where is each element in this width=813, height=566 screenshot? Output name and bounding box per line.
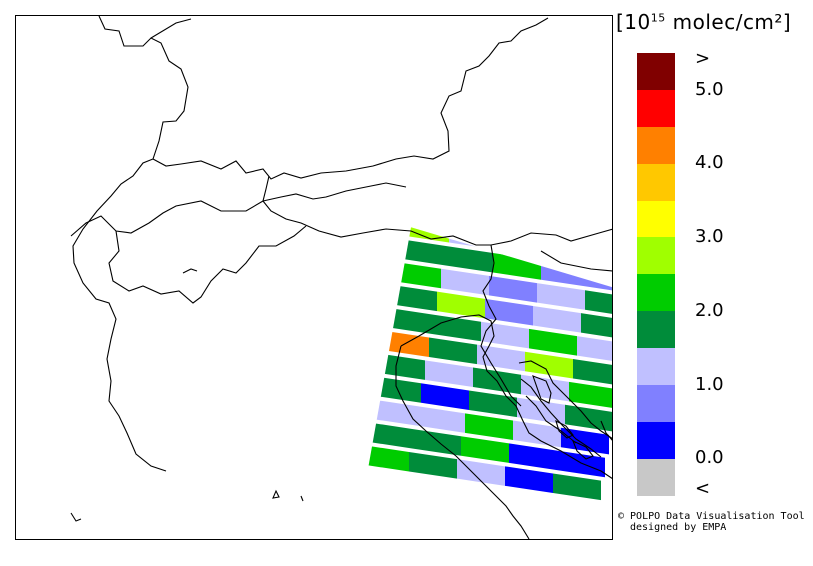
map-canvas	[70, 16, 612, 539]
swath-pixel	[585, 290, 612, 317]
swath-pixel	[569, 381, 612, 409]
swath-pixel	[453, 219, 501, 227]
swath-pixel	[397, 238, 445, 266]
legend-swatch	[637, 53, 675, 90]
swath-pixel	[405, 219, 453, 220]
swath-pixel	[457, 459, 505, 486]
swath-pixel	[393, 261, 441, 289]
legend-swatch	[637, 385, 675, 422]
swath-pixel	[449, 222, 497, 250]
swath-pixel	[593, 244, 612, 272]
swath-pixel	[505, 184, 553, 211]
swath-pixel	[525, 351, 573, 379]
swath-pixel	[469, 390, 517, 418]
swath-pixel	[597, 221, 612, 249]
swath-pixel	[481, 321, 529, 349]
swath-pixel	[501, 219, 549, 234]
swath-pixel	[421, 383, 469, 410]
swath-pixel	[425, 360, 473, 388]
swath-pixel	[377, 353, 425, 380]
swath-pixel	[461, 436, 509, 463]
legend-title-unit: molec/cm²]	[665, 10, 792, 34]
map-panel[interactable]	[15, 15, 613, 540]
swath-pixel	[545, 237, 593, 264]
legend-swatch	[637, 311, 675, 349]
credit-line-2: designed by EMPA	[630, 522, 727, 533]
swath-pixel	[533, 306, 581, 333]
swath-pixel	[577, 336, 612, 363]
swath-pixel	[417, 406, 465, 433]
legend-label: 2.0	[695, 300, 724, 321]
legend-title-prefix: [10	[616, 10, 651, 34]
swath-pixel	[385, 307, 433, 335]
legend-swatch	[637, 163, 675, 201]
swath-pixel	[413, 429, 461, 456]
country-borders	[70, 16, 612, 472]
legend-swatch	[637, 348, 675, 386]
swath-pixel	[485, 298, 533, 326]
swath-pixel	[505, 466, 553, 493]
swath-pixel	[521, 374, 569, 402]
swath-pixel	[509, 443, 557, 471]
swath-pixel	[553, 473, 601, 501]
legend-title-exponent: 15	[650, 11, 666, 25]
swath-pixel	[517, 397, 565, 425]
legend-swatch	[637, 89, 675, 127]
swath-pixel	[601, 219, 612, 226]
swath-pixel	[477, 344, 525, 372]
legend-swatch	[637, 237, 675, 275]
legend-swatch	[637, 274, 675, 312]
swath-pixel	[565, 404, 612, 432]
legend-swatch	[637, 200, 675, 238]
legend-label: 4.0	[695, 152, 724, 173]
swath-pixel	[445, 245, 493, 273]
swath-pixel	[437, 291, 485, 319]
swath-pixel	[513, 420, 561, 448]
satellite-swath	[361, 170, 612, 501]
swath-pixel	[573, 358, 612, 386]
credit-line-1: © POLPO Data Visualisation Tool	[618, 511, 805, 522]
swath-pixel	[589, 267, 612, 295]
coastlines	[70, 314, 612, 539]
legend-label: 3.0	[695, 226, 724, 247]
legend-label: >	[695, 48, 711, 69]
swath-pixel	[465, 413, 513, 441]
swath-pixel	[493, 253, 541, 280]
legend-swatch	[637, 126, 675, 164]
swath-pixel	[497, 230, 545, 257]
swath-pixel	[529, 328, 577, 356]
legend-label: <	[695, 478, 711, 499]
credit-text: © POLPO Data Visualisation Tool designed…	[618, 511, 805, 533]
swath-pixel	[549, 219, 597, 242]
swath-pixel	[489, 275, 537, 303]
legend-title: [1015 molec/cm²]	[616, 10, 791, 34]
swath-pixel	[537, 283, 585, 310]
legend-label: 5.0	[695, 79, 724, 100]
swath-pixel	[557, 450, 605, 478]
legend-label: 0.0	[695, 447, 724, 468]
legend-label: 1.0	[695, 374, 724, 395]
legend-swatch	[637, 458, 675, 496]
swath-pixel	[553, 191, 601, 218]
swath-pixel	[361, 444, 409, 472]
swath-pixel	[429, 337, 477, 365]
swath-pixel	[409, 451, 457, 479]
swath-pixel	[441, 268, 489, 296]
color-scale-bar	[637, 53, 675, 496]
swath-pixel	[365, 421, 413, 449]
swath-pixel	[401, 219, 449, 243]
swath-pixel	[457, 177, 505, 204]
legend-swatch	[637, 421, 675, 459]
swath-pixel	[581, 313, 612, 340]
swath-pixel	[389, 284, 437, 312]
swath-pixel	[409, 170, 457, 197]
